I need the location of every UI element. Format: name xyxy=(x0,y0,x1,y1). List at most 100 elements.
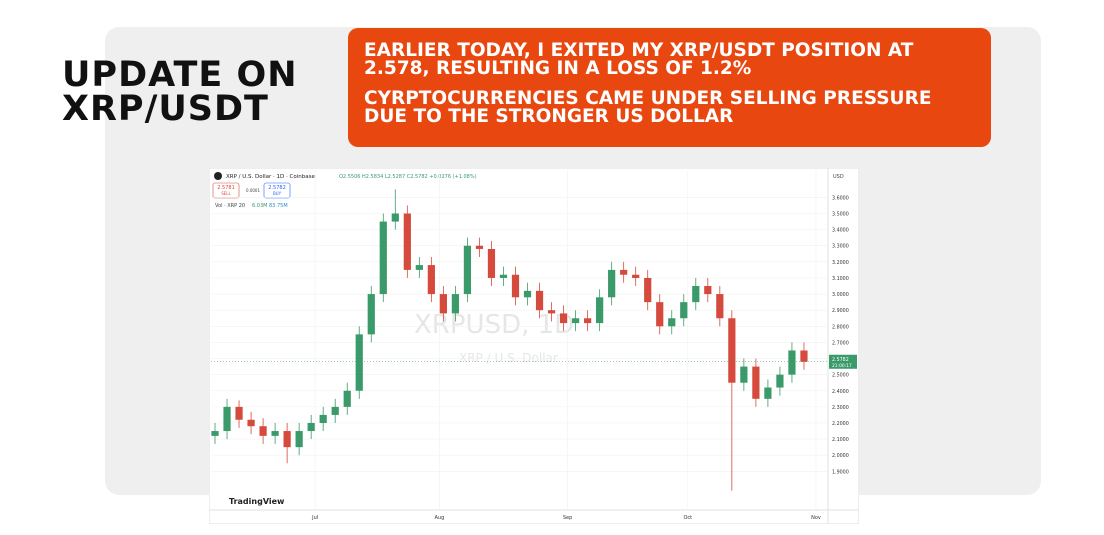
x-tick-label: Aug xyxy=(434,515,444,521)
candle-body xyxy=(223,406,231,432)
watermark-sub: XRP / U.S. Dollar xyxy=(459,351,558,365)
candle-body xyxy=(235,406,243,420)
candle-body xyxy=(644,277,652,303)
candle-body xyxy=(788,350,796,375)
candle-body xyxy=(319,414,327,423)
brand: TradingView xyxy=(229,497,285,506)
chart: XRPUSD, 1D XRP / U.S. Dollar XRP / U.S. … xyxy=(209,168,859,524)
candle-body xyxy=(355,334,363,391)
callout: EARLIER TODAY, I EXITED MY XRP/USDT POSI… xyxy=(348,28,991,147)
candle-body xyxy=(776,374,784,388)
x-tick-label: Sep xyxy=(563,515,572,521)
y-tick-label: 3.0000 xyxy=(832,292,849,298)
candle-body xyxy=(463,245,472,295)
y-tick-label: 2.3000 xyxy=(832,405,849,411)
candle-body xyxy=(608,269,616,298)
x-tick-label: Oct xyxy=(683,515,692,521)
candle-body xyxy=(211,431,219,436)
callout-text: EARLIER TODAY, I EXITED MY XRP/USDT POSI… xyxy=(364,40,914,79)
candle-body xyxy=(403,213,411,270)
candle-body xyxy=(764,387,772,399)
candle-body xyxy=(451,294,460,314)
last-price-tag xyxy=(829,354,857,369)
countdown: 21:00:17 xyxy=(832,363,852,369)
sell-button[interactable] xyxy=(212,182,240,199)
candle-body xyxy=(379,221,387,295)
y-tick-label: 2.4000 xyxy=(832,389,849,395)
y-tick-label: 1.9000 xyxy=(832,469,849,475)
candle-body xyxy=(800,350,808,362)
callout-text: CYRPTOCURRENCIES CAME UNDER SELLING PRES… xyxy=(364,88,932,127)
candle-body xyxy=(692,286,700,303)
y-tick-label: 2.7000 xyxy=(832,340,849,346)
candle-body xyxy=(259,426,267,436)
y-tick-label: 2.2000 xyxy=(832,421,849,427)
symbol: XRP / U.S. Dollar · 1D · Coinbase xyxy=(226,174,315,180)
candle-body xyxy=(680,302,688,319)
y-tick-label: 2.8000 xyxy=(832,324,849,330)
y-tick-label: 3.2000 xyxy=(832,260,849,266)
sell-price: 2.5781 xyxy=(217,185,235,191)
spread: 0.0001 xyxy=(246,188,260,193)
title-line: UPDATE ON xyxy=(62,55,298,95)
y-tick-label: 2.5000 xyxy=(832,373,849,379)
y-tick-label: 2.0000 xyxy=(832,453,849,459)
candle-body xyxy=(632,274,640,278)
y-tick-label: 3.5000 xyxy=(832,212,849,218)
y-tick-label: 3.4000 xyxy=(832,228,849,234)
candle-body xyxy=(391,213,399,222)
candle-body xyxy=(559,313,568,324)
candle-body xyxy=(752,366,760,399)
volume-label: Vol · XRP 20 xyxy=(215,203,245,209)
y-tick-label: 2.9000 xyxy=(832,308,849,314)
title-line: XRP/USDT xyxy=(62,89,269,129)
candle-body xyxy=(571,318,580,324)
buy-label: BUY xyxy=(273,191,282,196)
candle-body xyxy=(584,318,592,324)
candle-body xyxy=(271,431,279,436)
y-tick-label: 3.1000 xyxy=(832,276,849,282)
x-tick-label: Jul xyxy=(311,515,318,521)
candle-body xyxy=(283,431,291,448)
candle-body xyxy=(499,274,508,278)
watermark: XRPUSD, 1D xyxy=(414,310,574,340)
candle-body xyxy=(475,245,484,249)
y-tick-label: 2.1000 xyxy=(832,437,849,443)
candle-body xyxy=(247,419,255,427)
candle-body xyxy=(487,248,496,278)
candle-body xyxy=(704,286,712,295)
candle-body xyxy=(439,294,447,314)
candle-body xyxy=(511,274,520,298)
candle-body xyxy=(367,294,375,335)
candle-body xyxy=(307,422,315,432)
candle-body xyxy=(343,390,351,407)
candle-body xyxy=(728,318,736,383)
symbol-icon xyxy=(214,172,222,180)
candle-body xyxy=(547,310,556,314)
candle-body xyxy=(415,265,423,270)
candle-body xyxy=(331,406,339,415)
x-tick-label: Nov xyxy=(811,515,821,521)
last-price: 2.5782 xyxy=(832,357,849,363)
volume-value: 6.03M xyxy=(252,203,267,209)
buy-button[interactable] xyxy=(263,182,291,199)
sell-label: SELL xyxy=(221,191,231,196)
ohlc-label: O2.5506 H2.5834 L2.5287 C2.5782 +0.0276 … xyxy=(339,174,477,180)
buy-price: 2.5782 xyxy=(268,185,286,191)
candle-body xyxy=(716,294,724,319)
candle-body xyxy=(740,366,748,383)
y-tick-label: 3.3000 xyxy=(832,244,849,250)
candle-body xyxy=(668,318,676,327)
candle-body xyxy=(596,297,604,324)
volume-ma: 83.75M xyxy=(269,203,288,209)
candle-body xyxy=(535,290,544,311)
chart-frame xyxy=(209,168,859,524)
plot xyxy=(211,170,828,510)
candle-body xyxy=(427,265,435,295)
candle-body xyxy=(656,302,664,327)
title: UPDATE ON XRP/USDT xyxy=(62,55,298,129)
candle-body xyxy=(620,269,628,275)
currency: USD xyxy=(833,174,844,180)
candle-body xyxy=(295,431,303,448)
